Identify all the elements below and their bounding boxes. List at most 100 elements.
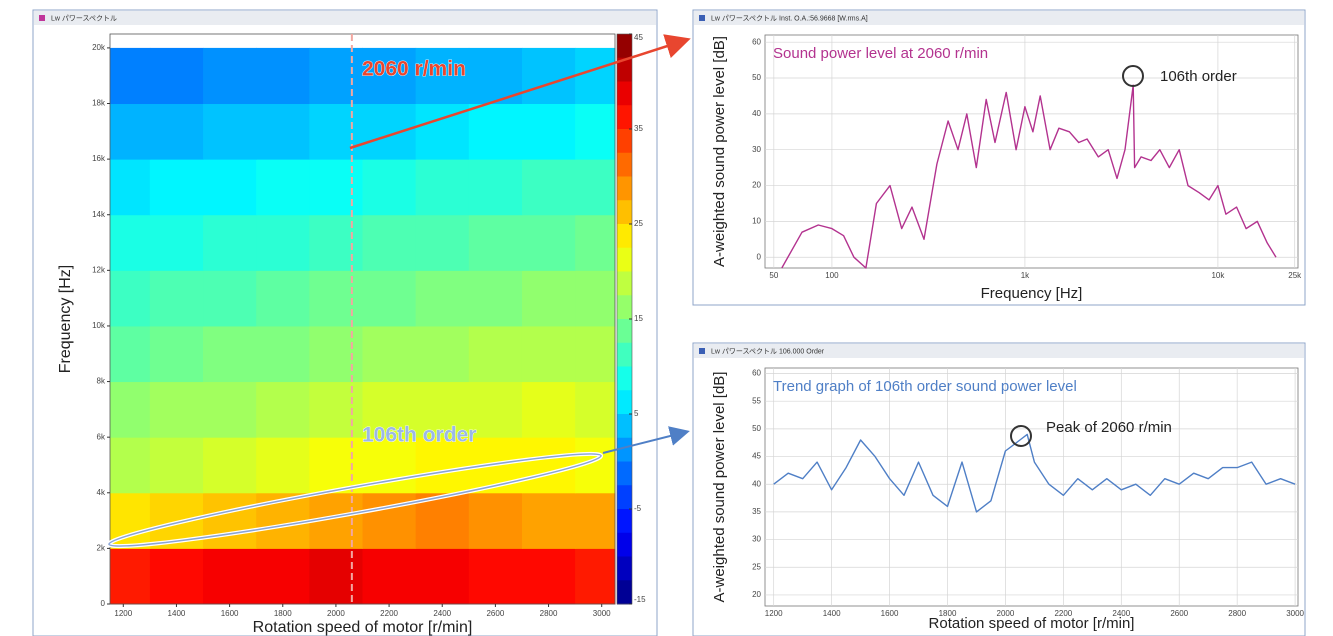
- heat-cell: [575, 548, 616, 605]
- y-tick-label: 55: [752, 396, 761, 405]
- x-tick-label: 50: [769, 271, 778, 280]
- annotation: Peak of 2060 r/min: [1046, 419, 1172, 436]
- heat-cell: [575, 325, 616, 383]
- panel: Lw パワースペクトル Inst. O.A.:56.9668 [W.rms.A]…: [692, 9, 1306, 306]
- heat-cell: [362, 492, 417, 549]
- x-tick-label: 25k: [1288, 271, 1302, 280]
- heat-cell: [256, 214, 310, 271]
- colorbar-tick-label: 15: [634, 314, 643, 323]
- y-tick-label: 30: [752, 145, 761, 154]
- y-tick-label: 12k: [92, 265, 106, 274]
- colorbar-segment: [617, 200, 632, 225]
- x-tick-label: 1600: [881, 609, 899, 618]
- heat-cell: [521, 214, 576, 271]
- heat-cell: [362, 103, 417, 160]
- x-tick-label: 2000: [327, 609, 345, 618]
- heat-cell: [149, 325, 204, 383]
- heat-cell: [362, 270, 417, 327]
- colorbar-segment: [617, 342, 632, 367]
- heat-cell: [362, 47, 417, 105]
- heat-cell: [203, 492, 257, 549]
- heat-cell: [415, 214, 470, 271]
- x-tick-label: 2200: [1054, 609, 1072, 618]
- colorbar-tick-label: 45: [634, 33, 643, 42]
- heat-cell: [149, 47, 204, 105]
- connector-arrow: [349, 34, 691, 150]
- heat-cell: [362, 325, 417, 383]
- heat-cell: [362, 214, 417, 271]
- plot-area: [764, 34, 1299, 269]
- heat-cell: [521, 325, 576, 383]
- heat-cell: [256, 103, 310, 160]
- heat-cell: [575, 103, 616, 160]
- chart-title: Trend graph of 106th order sound power l…: [773, 378, 1077, 395]
- heat-cell: [521, 159, 576, 216]
- colorbar-segment: [617, 105, 632, 130]
- heat-cell: [203, 437, 257, 494]
- heat-cell: [362, 381, 417, 438]
- x-tick-label: 2000: [997, 609, 1015, 618]
- y-tick-label: 10: [752, 217, 761, 226]
- heat-cell: [110, 325, 151, 383]
- window-icon: [39, 15, 45, 21]
- y-tick-label: 20: [752, 590, 761, 599]
- heat-cell: [415, 548, 470, 605]
- colorbar-segment: [617, 437, 632, 462]
- window-title: Lw パワースペクトル Inst. O.A.:56.9668 [W.rms.A]: [711, 14, 868, 22]
- y-tick-label: 50: [752, 73, 761, 82]
- colorbar-segment: [617, 247, 632, 272]
- x-tick-label: 2400: [1112, 609, 1130, 618]
- heat-cell: [203, 548, 257, 605]
- x-axis-label: Frequency [Hz]: [981, 285, 1083, 302]
- y-tick-label: 18k: [92, 99, 106, 108]
- heat-cell: [575, 47, 616, 105]
- annotation: 2060 r/min: [362, 58, 466, 81]
- colorbar-segment: [617, 224, 632, 249]
- colorbar-segment: [617, 319, 632, 344]
- heat-cell: [149, 103, 204, 160]
- colorbar-segment: [617, 57, 632, 82]
- x-tick-label: 2600: [1170, 609, 1188, 618]
- y-tick-label: 16k: [92, 154, 106, 163]
- heat-cell: [203, 47, 257, 105]
- order-ellipse-inner: [108, 453, 602, 547]
- heat-cell: [521, 381, 576, 438]
- y-tick-label: 10k: [92, 321, 106, 330]
- heat-cell: [149, 437, 204, 494]
- heat-cell: [415, 381, 470, 438]
- colorbar-segment: [617, 414, 632, 439]
- colorbar-segment: [617, 295, 632, 320]
- heat-cell: [521, 548, 576, 605]
- heat-cell: [149, 381, 204, 438]
- heat-cell: [256, 47, 310, 105]
- colorbar-segment: [617, 34, 632, 59]
- y-tick-label: 50: [752, 424, 761, 433]
- heat-cell: [110, 437, 151, 494]
- heat-cell: [575, 214, 616, 271]
- heat-cell: [256, 159, 310, 216]
- y-tick-label: 30: [752, 535, 761, 544]
- y-tick-label: 6k: [97, 432, 106, 441]
- heat-cell: [521, 270, 576, 327]
- x-tick-label: 1800: [274, 609, 292, 618]
- heat-cell: [468, 325, 523, 383]
- heat-cell: [415, 437, 470, 494]
- x-tick-label: 1k: [1021, 271, 1030, 280]
- colorbar-segment: [617, 176, 632, 201]
- annotation-circle: [1010, 425, 1032, 447]
- colorbar-tick-label: -5: [634, 504, 642, 513]
- heat-cell: [362, 548, 417, 605]
- annotation: 106th order: [362, 424, 476, 447]
- y-tick-label: 20: [752, 181, 761, 190]
- heat-cell: [309, 437, 363, 494]
- x-tick-label: 1200: [765, 609, 783, 618]
- heat-cell: [309, 103, 363, 160]
- annotation: 106th order: [1160, 68, 1237, 85]
- annotation-circle: [1122, 65, 1144, 87]
- heat-cell: [203, 159, 257, 216]
- y-tick-label: 35: [752, 507, 761, 516]
- colorbar-tick-label: 25: [634, 219, 643, 228]
- heat-cell: [309, 159, 363, 216]
